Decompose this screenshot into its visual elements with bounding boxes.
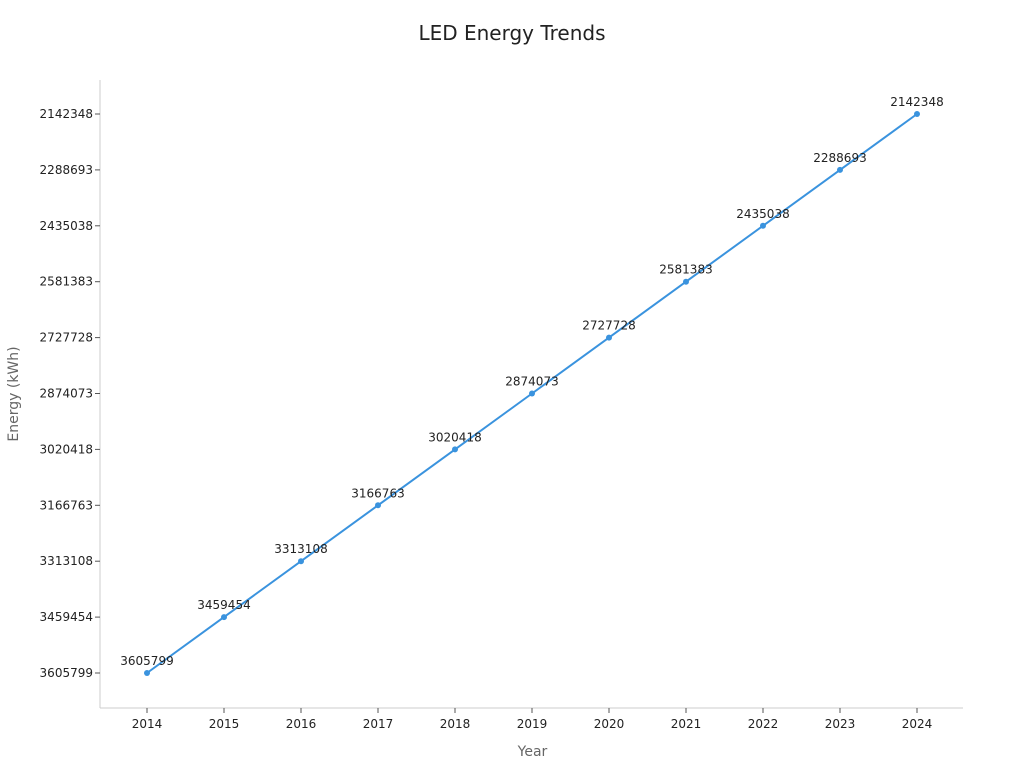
data-point	[452, 446, 458, 453]
x-tick-label: 2016	[286, 717, 317, 731]
x-axis-title: Year	[517, 744, 548, 760]
data-point	[760, 222, 766, 229]
data-label: 3459454	[197, 598, 250, 612]
data-point	[221, 614, 227, 621]
data-point	[144, 670, 150, 676]
data-label: 2435038	[736, 207, 789, 221]
y-tick-label: 3020418	[40, 442, 93, 456]
x-tick-label: 2022	[748, 717, 779, 731]
series-energy	[144, 111, 920, 676]
data-point	[529, 390, 535, 397]
data-label: 3166763	[351, 486, 404, 500]
y-tick-label: 2727728	[40, 331, 93, 345]
data-label: 2874073	[505, 374, 558, 388]
y-axis-title: Energy (kWh)	[6, 346, 22, 441]
x-tick-label: 2018	[440, 717, 471, 731]
data-point	[375, 502, 381, 509]
y-tick-label: 2874073	[40, 386, 93, 400]
y-tick-label: 2142348	[40, 107, 93, 121]
data-point	[683, 278, 689, 285]
data-point	[606, 334, 612, 341]
data-point	[914, 111, 920, 117]
x-tick-label: 2020	[594, 717, 625, 731]
data-label: 2288693	[813, 151, 866, 165]
data-label: 3020418	[428, 430, 481, 444]
data-labels: 3605799 3459454 3313108 3166763 3020418 28740…	[120, 95, 943, 668]
y-tick-label: 3313108	[40, 554, 93, 568]
data-label: 3605799	[120, 654, 173, 668]
data-point	[298, 558, 304, 565]
chart-title: LED Energy Trends	[418, 21, 606, 45]
x-tick-label: 2015	[209, 717, 240, 731]
y-tick-label: 3459454	[40, 610, 93, 624]
y-tick-label: 2288693	[40, 163, 93, 177]
y-tick-label: 3166763	[40, 498, 93, 512]
x-tick-label: 2017	[363, 717, 394, 731]
x-tick-label: 2019	[517, 717, 548, 731]
axes: 3605799 3459454 3313108 3166763 3020418 28740…	[6, 80, 963, 760]
x-tick-label: 2014	[132, 717, 163, 731]
data-label: 3313108	[274, 542, 327, 556]
data-label: 2727728	[582, 319, 635, 333]
data-label: 2581383	[659, 263, 712, 277]
y-tick-label: 2581383	[40, 275, 93, 289]
x-tick-label: 2021	[671, 717, 702, 731]
y-tick-label: 2435038	[40, 219, 93, 233]
data-label: 2142348	[890, 95, 943, 109]
x-tick-label: 2023	[825, 717, 856, 731]
y-tick-label: 3605799	[40, 666, 93, 680]
data-point	[837, 166, 843, 173]
x-tick-label: 2024	[902, 717, 933, 731]
